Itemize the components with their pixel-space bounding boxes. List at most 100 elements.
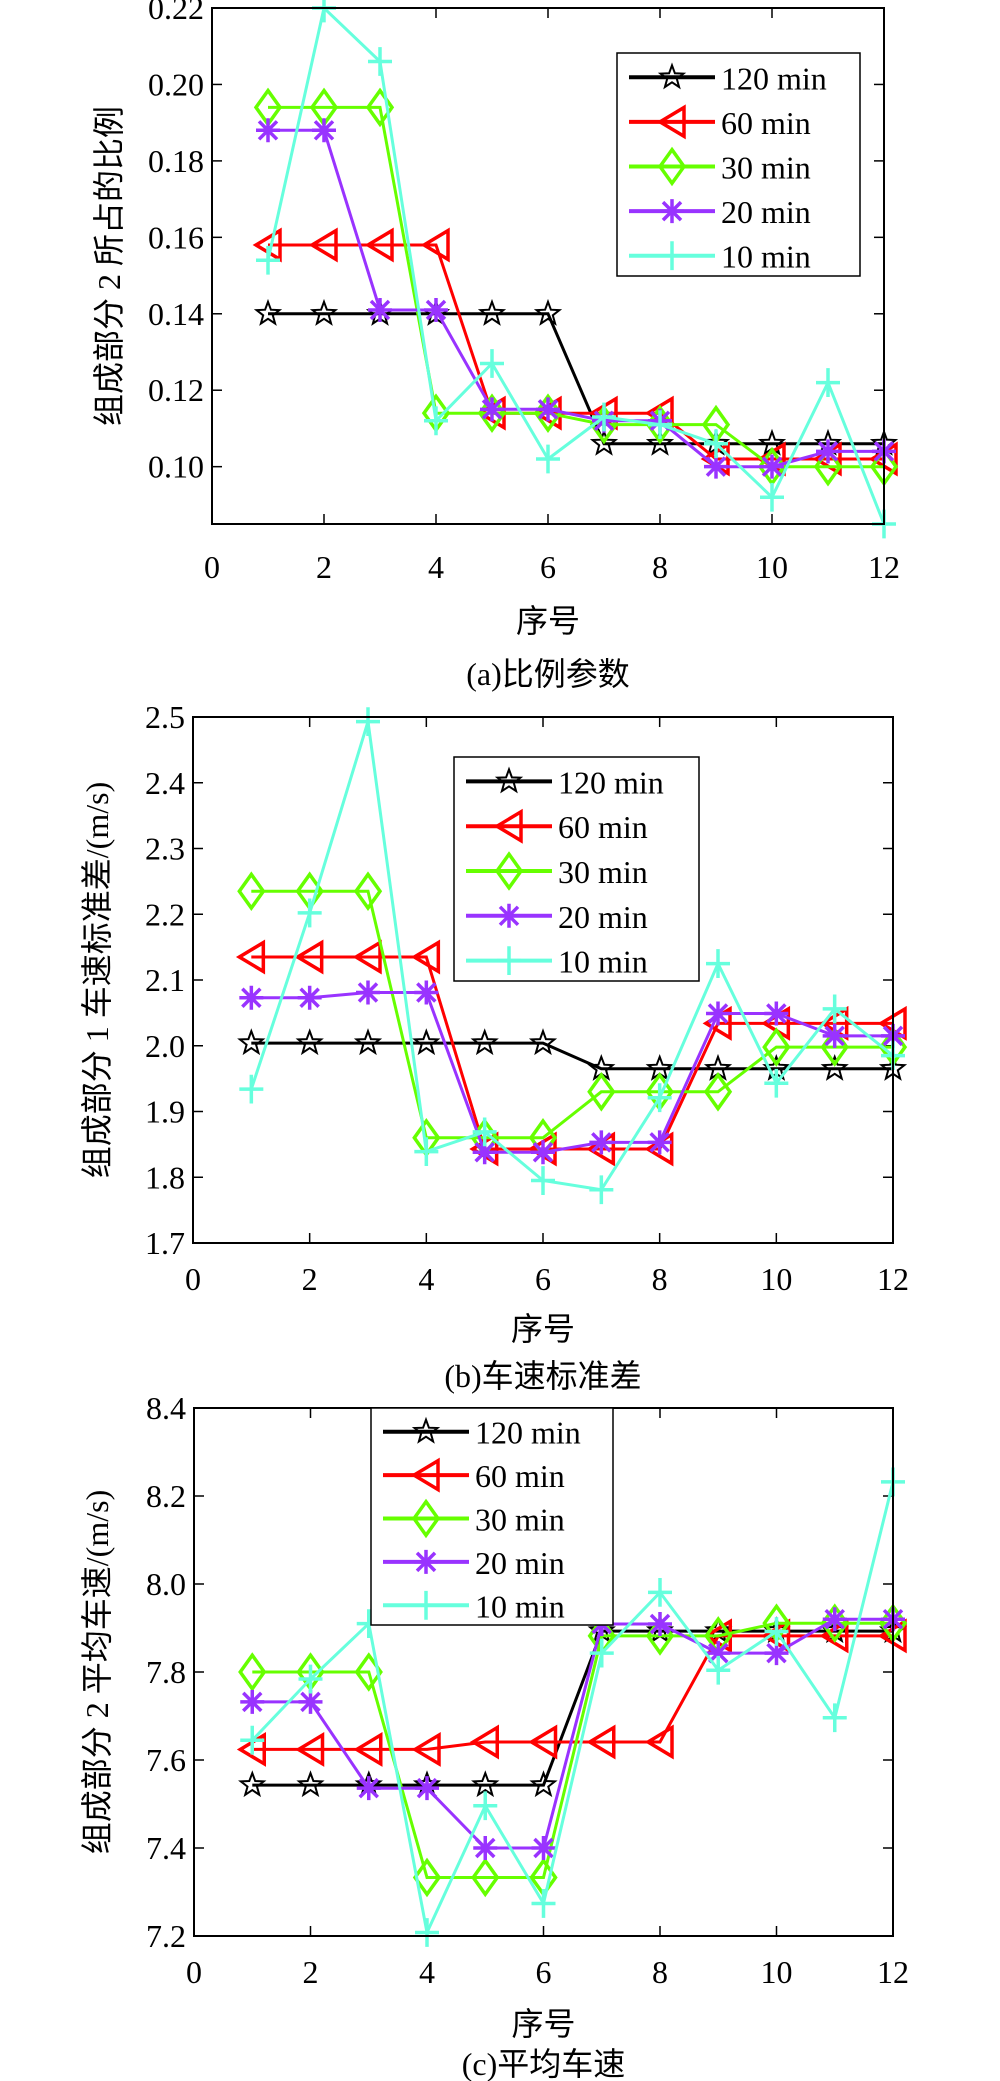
y-tick-label: 2.4 <box>145 765 185 801</box>
data-point-plus <box>239 1074 264 1104</box>
data-point-plus <box>415 1918 439 1947</box>
series-line <box>251 991 893 1154</box>
data-point-asterisk <box>480 397 504 422</box>
data-point-asterisk <box>764 1641 789 1666</box>
data-point-triangle-left <box>364 227 394 263</box>
data-point-star <box>820 1053 849 1081</box>
data-point-asterisk <box>297 985 322 1010</box>
data-point-plus <box>706 949 730 978</box>
chart-c: 0 2 4 6 8 10 12 7.2 7.4 7.6 7.8 8.0 8.2 8.4 120 min 60 … <box>79 1390 909 2081</box>
data-point-plus <box>531 1889 556 1918</box>
legend-label: 120 min <box>558 764 664 800</box>
data-point-star <box>295 1028 324 1056</box>
data-point-plus <box>356 707 380 737</box>
legend-marker-star <box>411 1416 441 1444</box>
data-point-plus <box>472 1117 497 1147</box>
x-tick-label: 2 <box>316 549 332 585</box>
legend-label: 120 min <box>475 1415 581 1451</box>
data-point-asterisk <box>706 1641 731 1666</box>
x-tick-label: 12 <box>877 1954 909 1990</box>
data-point-plus <box>297 898 322 928</box>
legend-label: 60 min <box>475 1458 565 1494</box>
data-point-asterisk <box>239 985 264 1010</box>
x-tick-label: 10 <box>760 1261 792 1297</box>
data-point-triangle-left <box>295 1731 325 1767</box>
data-point-star <box>296 1770 325 1798</box>
legend-marker-asterisk <box>414 1549 438 1574</box>
x-tick-label: 2 <box>303 1954 319 1990</box>
y-tick-label: 0.14 <box>148 296 204 332</box>
data-point-triangle-left <box>411 1731 441 1767</box>
y-tick-label: 8.4 <box>146 1390 186 1426</box>
data-point-diamond <box>587 1071 616 1112</box>
legend-label: 60 min <box>721 105 811 141</box>
x-axis-label: 序号 <box>511 1311 575 1347</box>
data-point-triangle-left <box>294 939 324 975</box>
y-tick-label: 7.4 <box>146 1830 186 1866</box>
data-point-plus <box>822 1703 847 1733</box>
data-point-diamond <box>477 393 507 433</box>
series-line <box>251 955 893 1151</box>
legend-label: 120 min <box>721 60 827 96</box>
y-tick-label: 2.1 <box>145 962 185 998</box>
data-point-plus <box>240 1725 265 1755</box>
x-tick-label: 10 <box>756 549 788 585</box>
data-point-triangle-left <box>586 1724 616 1760</box>
data-point-plus <box>480 349 504 378</box>
data-point-asterisk <box>473 1836 498 1860</box>
legend-marker-diamond <box>411 1498 441 1539</box>
data-point-diamond <box>703 1071 733 1112</box>
x-tick-label: 6 <box>536 1954 552 1990</box>
data-point-triangle-left <box>469 1724 499 1760</box>
series-line <box>252 1617 893 1850</box>
data-point-star <box>471 1770 500 1798</box>
legend-marker-diamond <box>494 851 524 891</box>
data-point-triangle-left <box>420 227 450 263</box>
data-point-diamond <box>533 393 563 433</box>
data-point-plus <box>473 1791 498 1821</box>
y-tick-label: 7.2 <box>146 1918 186 1954</box>
x-tick-label: 8 <box>652 1954 668 1990</box>
series-120-min <box>238 1616 908 1798</box>
legend-marker-plus <box>414 1590 438 1620</box>
data-point-asterisk <box>589 1130 614 1155</box>
data-point-triangle-left <box>235 939 266 975</box>
legend-marker-asterisk <box>497 903 521 928</box>
y-tick-label: 0.16 <box>148 219 204 255</box>
y-tick-label: 7.6 <box>146 1742 186 1778</box>
x-tick-label: 0 <box>185 1261 201 1297</box>
data-point-diamond <box>238 1652 267 1692</box>
data-point-star <box>528 1028 558 1056</box>
x-tick-label: 0 <box>204 549 220 585</box>
x-tick-label: 6 <box>540 549 556 585</box>
x-tick-label: 10 <box>761 1954 793 1990</box>
data-point-plus <box>424 406 448 436</box>
data-point-plus <box>704 429 728 459</box>
series-20-min <box>240 1607 905 1860</box>
series-10-min <box>240 1467 905 1947</box>
data-point-asterisk <box>424 297 448 322</box>
y-tick-label: 1.7 <box>145 1225 185 1261</box>
series-line <box>268 128 884 469</box>
data-point-asterisk <box>706 1001 730 1026</box>
data-point-asterisk <box>472 1140 497 1165</box>
data-point-plus <box>531 1166 555 1195</box>
plot-frame <box>211 7 885 525</box>
chart-caption: (a)比例参数 <box>466 656 630 692</box>
plot-frame <box>192 716 894 1244</box>
y-tick-label: 2.2 <box>145 896 185 932</box>
data-point-asterisk <box>298 1689 323 1714</box>
legend-marker-triangle-left <box>410 1457 440 1493</box>
data-point-star <box>237 1028 266 1056</box>
chart-caption: (b)车速标准差 <box>444 1358 641 1394</box>
data-point-asterisk <box>536 397 560 422</box>
legend-marker-plus <box>660 241 684 271</box>
y-axis-label: 组成部分 2 平均车速/(m/s) <box>79 1490 115 1854</box>
y-tick-label: 8.2 <box>146 1478 186 1514</box>
y-tick-label: 2.0 <box>145 1028 185 1064</box>
data-point-asterisk <box>356 1776 381 1801</box>
x-axis-label: 序号 <box>511 2006 575 2042</box>
series-line <box>268 312 884 446</box>
data-point-asterisk <box>822 1607 847 1632</box>
